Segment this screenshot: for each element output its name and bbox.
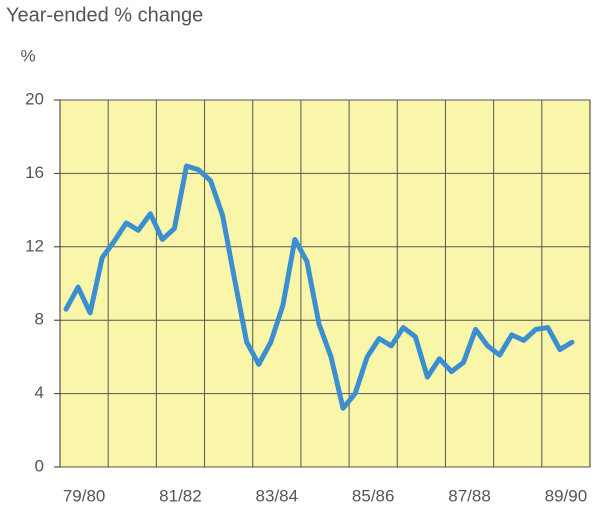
- y-axis-label: %: [20, 46, 35, 65]
- y-tick-label: 4: [35, 383, 44, 402]
- data-line: [63, 163, 575, 411]
- x-tick-label: 83/84: [256, 486, 299, 505]
- y-tick-label: 12: [25, 236, 44, 255]
- x-tick-label: 81/82: [159, 486, 202, 505]
- plot-area: [59, 99, 591, 468]
- y-tick-label: 8: [35, 310, 44, 329]
- y-tick-label: 20: [25, 89, 44, 108]
- y-tick-label: 0: [35, 456, 44, 475]
- x-tick-label: 89/90: [545, 486, 588, 505]
- y-tick-label: 16: [25, 163, 44, 182]
- x-tick-label: 85/86: [352, 486, 395, 505]
- x-tick-label: 87/88: [448, 486, 491, 505]
- x-tick-label: 79/80: [63, 486, 106, 505]
- chart-title: Year-ended % change: [6, 4, 203, 26]
